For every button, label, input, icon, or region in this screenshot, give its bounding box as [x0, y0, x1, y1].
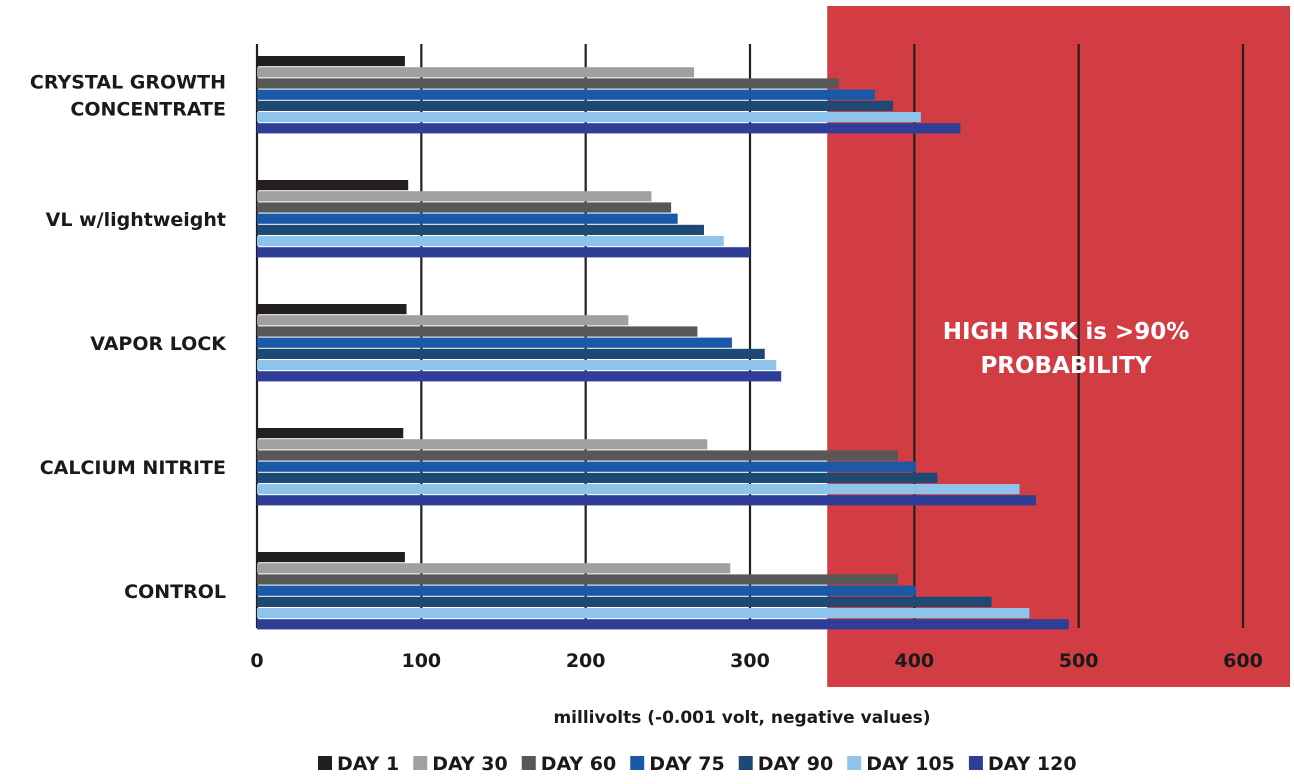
bar: [257, 428, 404, 439]
legend-swatch: [968, 756, 983, 770]
bar: [257, 360, 777, 371]
bars: [257, 56, 1069, 630]
bar: [257, 596, 992, 607]
bar: [257, 89, 875, 100]
legend-label: DAY 90: [758, 753, 833, 775]
bar: [257, 315, 629, 326]
bar: [257, 112, 921, 123]
x-tick-label: 0: [250, 650, 263, 672]
x-tick-label: 400: [894, 650, 934, 672]
bar: [257, 247, 750, 258]
bar: [257, 495, 1036, 506]
legend-swatch: [738, 756, 753, 770]
category-label: CRYSTAL GROWTH: [30, 72, 226, 94]
bar: [257, 213, 678, 224]
legend-swatch: [630, 756, 645, 770]
category-label: CONCENTRATE: [70, 99, 226, 121]
bar: [257, 78, 839, 89]
bar: [257, 371, 782, 382]
bar: [257, 608, 1030, 619]
bar: [257, 348, 765, 359]
legend-swatch: [318, 756, 332, 770]
bar: [257, 224, 704, 235]
category-label: CALCIUM NITRITE: [40, 457, 226, 479]
x-tick-labels: 0 100 200 300 400 500 600: [250, 650, 1262, 672]
bar: [257, 191, 652, 202]
legend-label: DAY 1: [337, 753, 399, 775]
legend-swatch: [847, 756, 862, 770]
x-tick-label: 600: [1223, 650, 1263, 672]
high-risk-label-line-1: HIGH RISK is >90%: [943, 319, 1190, 345]
legend-label: DAY 75: [649, 753, 724, 775]
legend-swatch: [413, 756, 428, 770]
bar: [257, 337, 732, 348]
category-label: CONTROL: [124, 581, 226, 603]
x-tick-label: 500: [1059, 650, 1099, 672]
bar: [257, 619, 1069, 630]
category-label: VAPOR LOCK: [90, 333, 227, 355]
bar: [257, 180, 409, 191]
legend-label: DAY 30: [432, 753, 507, 775]
bar: [257, 100, 893, 111]
bar: [257, 304, 407, 315]
x-axis-title: millivolts (-0.001 volt, negative values…: [553, 708, 930, 728]
bar: [257, 56, 405, 67]
legend: DAY 1 DAY 30 DAY 60 DAY 75 DAY 90 DAY 105 DAY …: [318, 753, 1077, 775]
bar: [257, 585, 916, 596]
x-tick-label: 300: [730, 650, 770, 672]
category-labels: CRYSTAL GROWTH CONCENTRATE VL w/lightweigh…: [30, 72, 227, 604]
x-tick-label: 100: [401, 650, 441, 672]
bar: [257, 326, 698, 337]
bar: [257, 450, 898, 461]
legend-label: DAY 105: [866, 753, 955, 775]
bar: [257, 484, 1020, 495]
bar: [257, 202, 672, 213]
high-risk-zone: [827, 6, 1290, 687]
bar: [257, 574, 898, 585]
bar: [257, 461, 916, 472]
legend-swatch: [521, 756, 536, 770]
high-risk-label-line-2: PROBABILITY: [980, 353, 1151, 379]
bar: [257, 439, 708, 450]
legend-label: DAY 60: [541, 753, 616, 775]
x-tick-label: 200: [566, 650, 606, 672]
bar: [257, 236, 724, 247]
bar: [257, 472, 938, 483]
category-label: VL w/lightweight: [46, 209, 226, 231]
legend-label: DAY 120: [988, 753, 1077, 775]
bar: [257, 67, 695, 78]
bar: [257, 552, 405, 563]
bar: [257, 563, 731, 574]
bar: [257, 123, 961, 134]
